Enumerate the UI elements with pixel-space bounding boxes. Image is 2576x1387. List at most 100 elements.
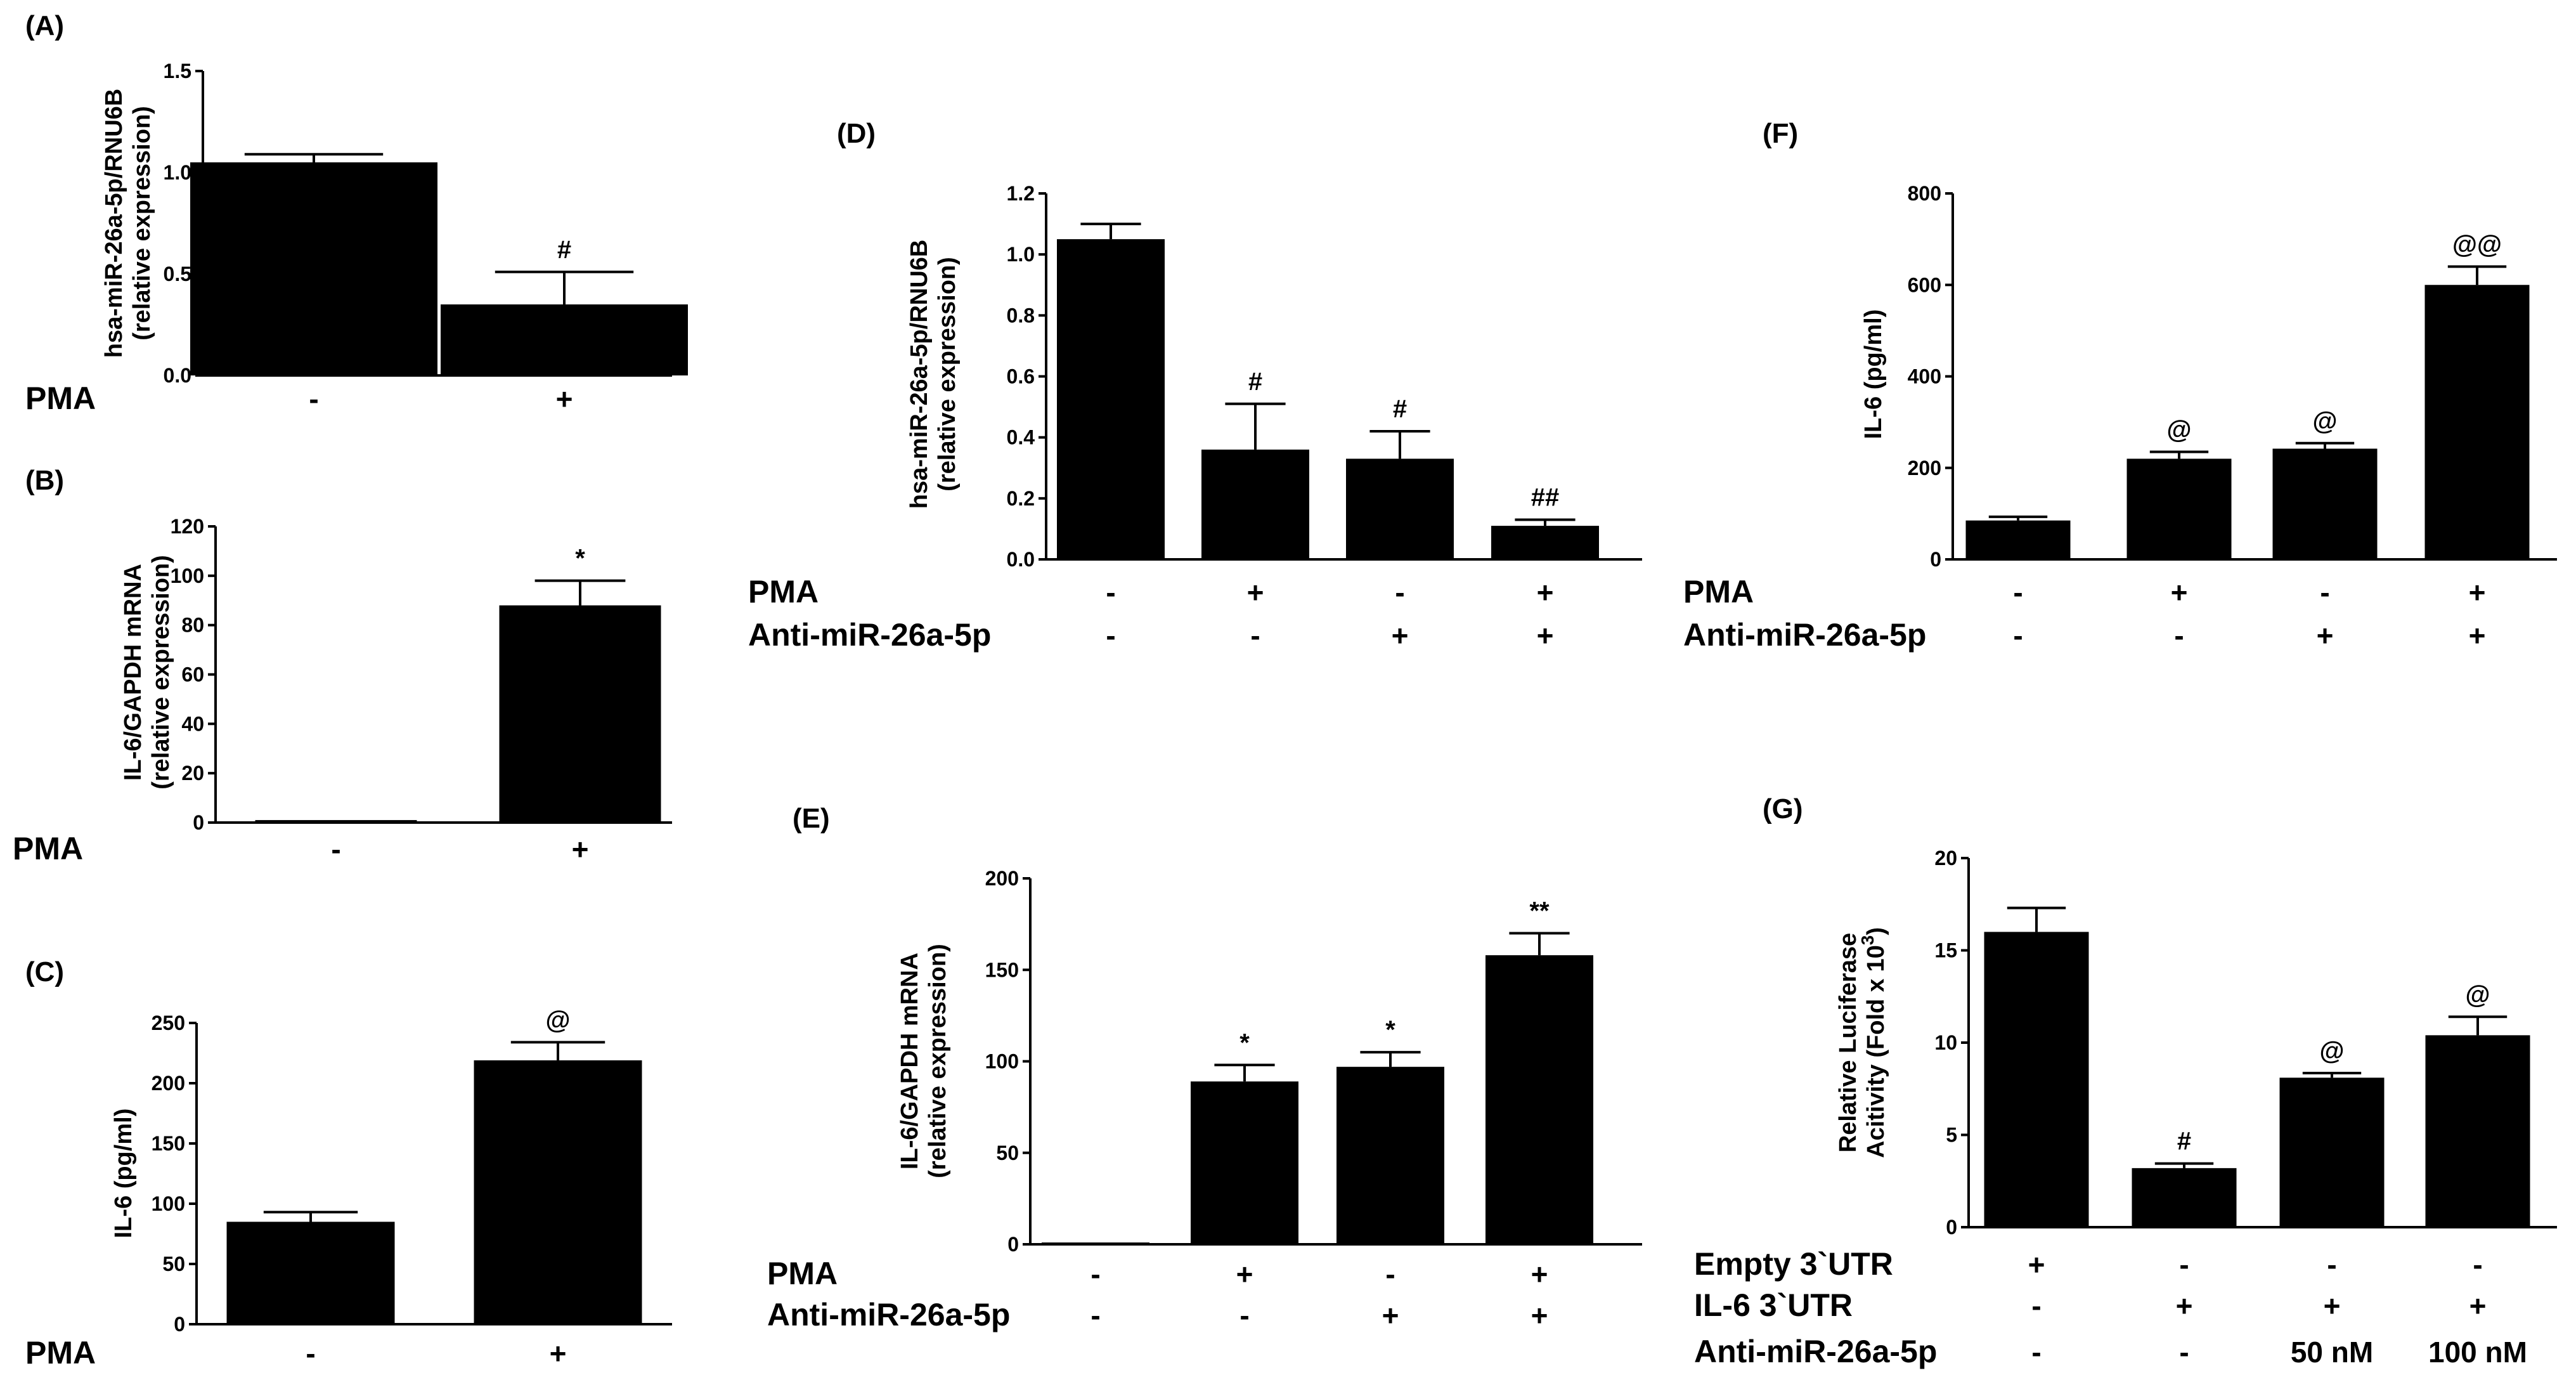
panel-label: (C)	[25, 956, 64, 987]
y-axis-label: IL-6 (pg/ml)	[110, 1109, 137, 1239]
bar	[1191, 1081, 1298, 1244]
significance-mark: #	[557, 236, 571, 264]
y-axis-label-line: Relative Luciferase	[1835, 933, 1861, 1152]
significance-mark: @	[2465, 980, 2490, 1008]
condition-symbol: 50 nM	[2291, 1336, 2373, 1369]
condition-symbol: +	[1392, 619, 1409, 652]
bar	[1984, 932, 2089, 1227]
y-tick-label: 200	[985, 867, 1019, 890]
significance-mark: #	[1393, 395, 1407, 423]
bar	[2279, 1078, 2385, 1227]
y-tick-label: 150	[152, 1132, 185, 1155]
bar	[1485, 955, 1593, 1244]
condition-symbol: +	[550, 1337, 567, 1370]
condition-symbol: -	[2327, 1248, 2336, 1281]
panel-label: (D)	[837, 118, 876, 149]
y-tick-label: 400	[1908, 365, 1941, 388]
significance-mark: *	[575, 545, 585, 573]
bar	[1491, 526, 1599, 559]
y-tick-label: 200	[1908, 457, 1941, 479]
y-tick-label: 50	[162, 1253, 185, 1275]
y-tick-label: 150	[985, 958, 1019, 981]
panel-label: (A)	[25, 10, 64, 41]
condition-symbol: +	[2176, 1289, 2193, 1322]
condition-symbol: -	[309, 382, 318, 415]
y-axis-label-line: IL-6/GAPDH mRNA	[120, 564, 146, 781]
panel-label: (E)	[793, 803, 830, 834]
condition-symbol: -	[1239, 1299, 1249, 1332]
significance-mark: @	[2319, 1037, 2344, 1065]
panel-a: (A) 0.0 0.5 1.0 1.5 hsa-miR-26a-5p/RNU6B(rela…	[25, 10, 688, 416]
condition-symbol: -	[2179, 1248, 2189, 1281]
y-axis-label-line: (relative expression)	[129, 106, 155, 341]
y-axis-label-line: (relative expression)	[148, 555, 174, 790]
condition-label: Empty 3`UTR	[1694, 1246, 1893, 1282]
condition-label: Anti-miR-26a-5p	[767, 1297, 1010, 1332]
y-tick-label: 0.4	[1007, 426, 1035, 449]
significance-mark: ##	[1531, 483, 1560, 511]
condition-label: PMA	[767, 1256, 838, 1291]
condition-label: PMA	[13, 831, 83, 866]
y-tick-label: 80	[181, 614, 204, 637]
y-tick-label: 100	[171, 564, 204, 587]
condition-label: IL-6 3`UTR	[1694, 1287, 1853, 1323]
condition-symbol: -	[2013, 619, 2023, 652]
condition-symbol: +	[1537, 619, 1554, 652]
y-tick-label: 1.2	[1007, 182, 1035, 205]
y-axis-label-line: (relative expression)	[924, 944, 951, 1178]
bar	[190, 162, 437, 375]
y-axis-label: Relative LuciferaseAcitivity (Fold x 103…	[1835, 927, 1889, 1158]
y-tick-label: 1.0	[1007, 243, 1035, 266]
bar	[255, 820, 417, 823]
y-tick-label: 20	[1934, 847, 1957, 869]
condition-symbol: +	[1531, 1299, 1548, 1332]
condition-symbol: -	[1091, 1299, 1100, 1332]
condition-symbol: -	[331, 833, 340, 866]
condition-symbol: +	[2469, 1289, 2487, 1322]
condition-symbol: -	[1091, 1258, 1100, 1291]
y-tick-label: 0	[174, 1313, 185, 1336]
panel-label: (B)	[25, 465, 64, 496]
significance-mark: @	[2312, 407, 2337, 435]
y-tick-label: 40	[181, 712, 204, 735]
condition-label: PMA	[25, 381, 96, 416]
condition-symbol: +	[2028, 1248, 2045, 1281]
y-tick-label: 120	[171, 515, 204, 538]
y-axis-label: hsa-miR-26a-5p/RNU6B(relative expression…	[101, 89, 155, 358]
y-tick-label: 100	[985, 1050, 1019, 1073]
y-axis-label: IL-6/GAPDH mRNA(relative expression)	[120, 555, 174, 790]
y-tick-label: 250	[152, 1012, 185, 1034]
condition-symbol: +	[556, 382, 573, 415]
condition-symbol: -	[1250, 619, 1260, 652]
bar	[2425, 1035, 2530, 1227]
panel-g: (G) 0 5 10 15 20 Relative LuciferaseAcitivity …	[1694, 793, 2557, 1369]
y-tick-label: 0.8	[1007, 304, 1035, 327]
y-tick-label: 0	[1930, 548, 1941, 571]
y-tick-label: 60	[181, 663, 204, 686]
y-tick-label: 0.2	[1007, 487, 1035, 510]
condition-symbol: -	[1395, 576, 1404, 609]
condition-symbol: 100 nM	[2428, 1336, 2527, 1369]
bar	[474, 1060, 642, 1324]
y-tick-label: 15	[1934, 939, 1957, 962]
condition-symbol: -	[306, 1337, 315, 1370]
condition-symbol: -	[2174, 619, 2184, 652]
significance-mark: **	[1529, 897, 1550, 925]
y-axis-label-line: Acitivity (Fold x 10	[1863, 945, 1889, 1158]
condition-symbol: -	[1385, 1258, 1395, 1291]
condition-symbol: -	[2179, 1336, 2189, 1369]
condition-symbol: +	[2324, 1289, 2341, 1322]
significance-mark: @	[545, 1006, 570, 1034]
bar	[2424, 285, 2530, 559]
panel-e: (E) 0 50 100 150 200 IL-6/GAPDH mRNA(relative …	[767, 803, 1642, 1332]
y-tick-label: 0.0	[164, 364, 191, 387]
condition-symbol: +	[1382, 1299, 1399, 1332]
condition-label: PMA	[1683, 574, 1754, 609]
y-tick-label: 800	[1908, 182, 1941, 205]
panel-d: (D) 0.0 0.2 0.4 0.6 0.8 1.0 1.2 hsa-miR-26a-5p/R…	[748, 118, 1642, 653]
y-tick-label: 0.5	[164, 263, 191, 285]
y-tick-label: 0.6	[1007, 365, 1035, 388]
bar	[1346, 459, 1454, 559]
